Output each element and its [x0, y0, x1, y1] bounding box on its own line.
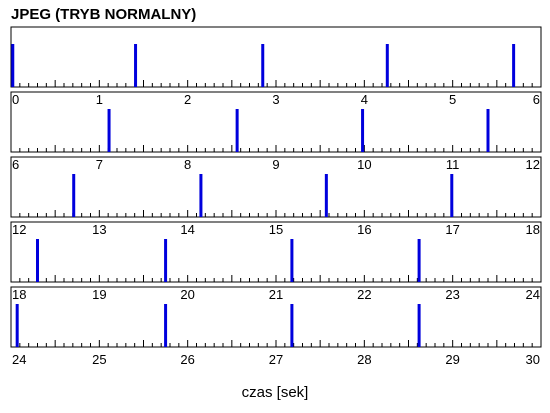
event-marker	[290, 239, 294, 282]
x-tick-label: 6	[12, 157, 19, 172]
x-tick-label: 4	[361, 92, 368, 107]
x-tick-label: 12	[12, 222, 26, 237]
x-tick-label: 8	[184, 157, 191, 172]
event-marker	[199, 174, 203, 217]
x-tick-label: 5	[449, 92, 456, 107]
event-marker	[290, 304, 294, 347]
x-tick-label: 0	[12, 92, 19, 107]
x-tick-label: 22	[357, 287, 371, 302]
x-tick-label: 24	[12, 352, 26, 367]
x-tick-label: 6	[533, 92, 540, 107]
x-tick-label: 3	[272, 92, 279, 107]
x-tick-label: 28	[357, 352, 371, 367]
event-marker	[361, 109, 365, 152]
event-marker	[512, 44, 516, 87]
x-tick-label: 19	[92, 287, 106, 302]
event-marker	[324, 174, 328, 217]
x-tick-label: 16	[357, 222, 371, 237]
event-marker	[417, 239, 421, 282]
event-marker	[107, 109, 111, 152]
x-tick-label: 18	[526, 222, 540, 237]
x-tick-label: 2	[184, 92, 191, 107]
event-marker	[385, 44, 389, 87]
x-tick-label: 18	[12, 287, 26, 302]
chart-title: JPEG (TRYB NORMALNY)	[11, 6, 197, 23]
event-marker	[15, 304, 19, 347]
x-tick-label: 30	[526, 352, 540, 367]
x-tick-label: 26	[180, 352, 194, 367]
x-tick-label: 14	[180, 222, 194, 237]
event-marker	[450, 174, 454, 217]
x-tick-label: 21	[269, 287, 283, 302]
event-marker	[134, 44, 138, 87]
event-marker	[261, 44, 265, 87]
event-marker	[417, 304, 421, 347]
event-marker	[235, 109, 239, 152]
x-tick-label: 15	[269, 222, 283, 237]
event-marker	[164, 304, 168, 347]
x-tick-label: 11	[446, 157, 460, 172]
x-tick-label: 17	[445, 222, 459, 237]
x-tick-label: 24	[526, 287, 540, 302]
event-marker	[36, 239, 39, 282]
x-tick-label: 25	[92, 352, 106, 367]
x-tick-label: 9	[272, 157, 279, 172]
x-tick-label: 27	[269, 352, 283, 367]
x-tick-label: 29	[445, 352, 459, 367]
x-tick-label: 23	[445, 287, 459, 302]
event-marker	[486, 109, 490, 152]
x-tick-label: 1	[96, 92, 103, 107]
x-tick-label: 7	[96, 157, 103, 172]
event-marker	[72, 174, 76, 217]
x-tick-label: 12	[526, 157, 540, 172]
x-axis-label: czas [sek]	[241, 384, 309, 401]
timeline-row-1	[10, 26, 542, 88]
event-marker	[164, 239, 168, 282]
x-tick-label: 13	[92, 222, 106, 237]
x-tick-label: 10	[357, 157, 371, 172]
event-marker	[11, 44, 15, 87]
x-tick-label: 20	[180, 287, 194, 302]
